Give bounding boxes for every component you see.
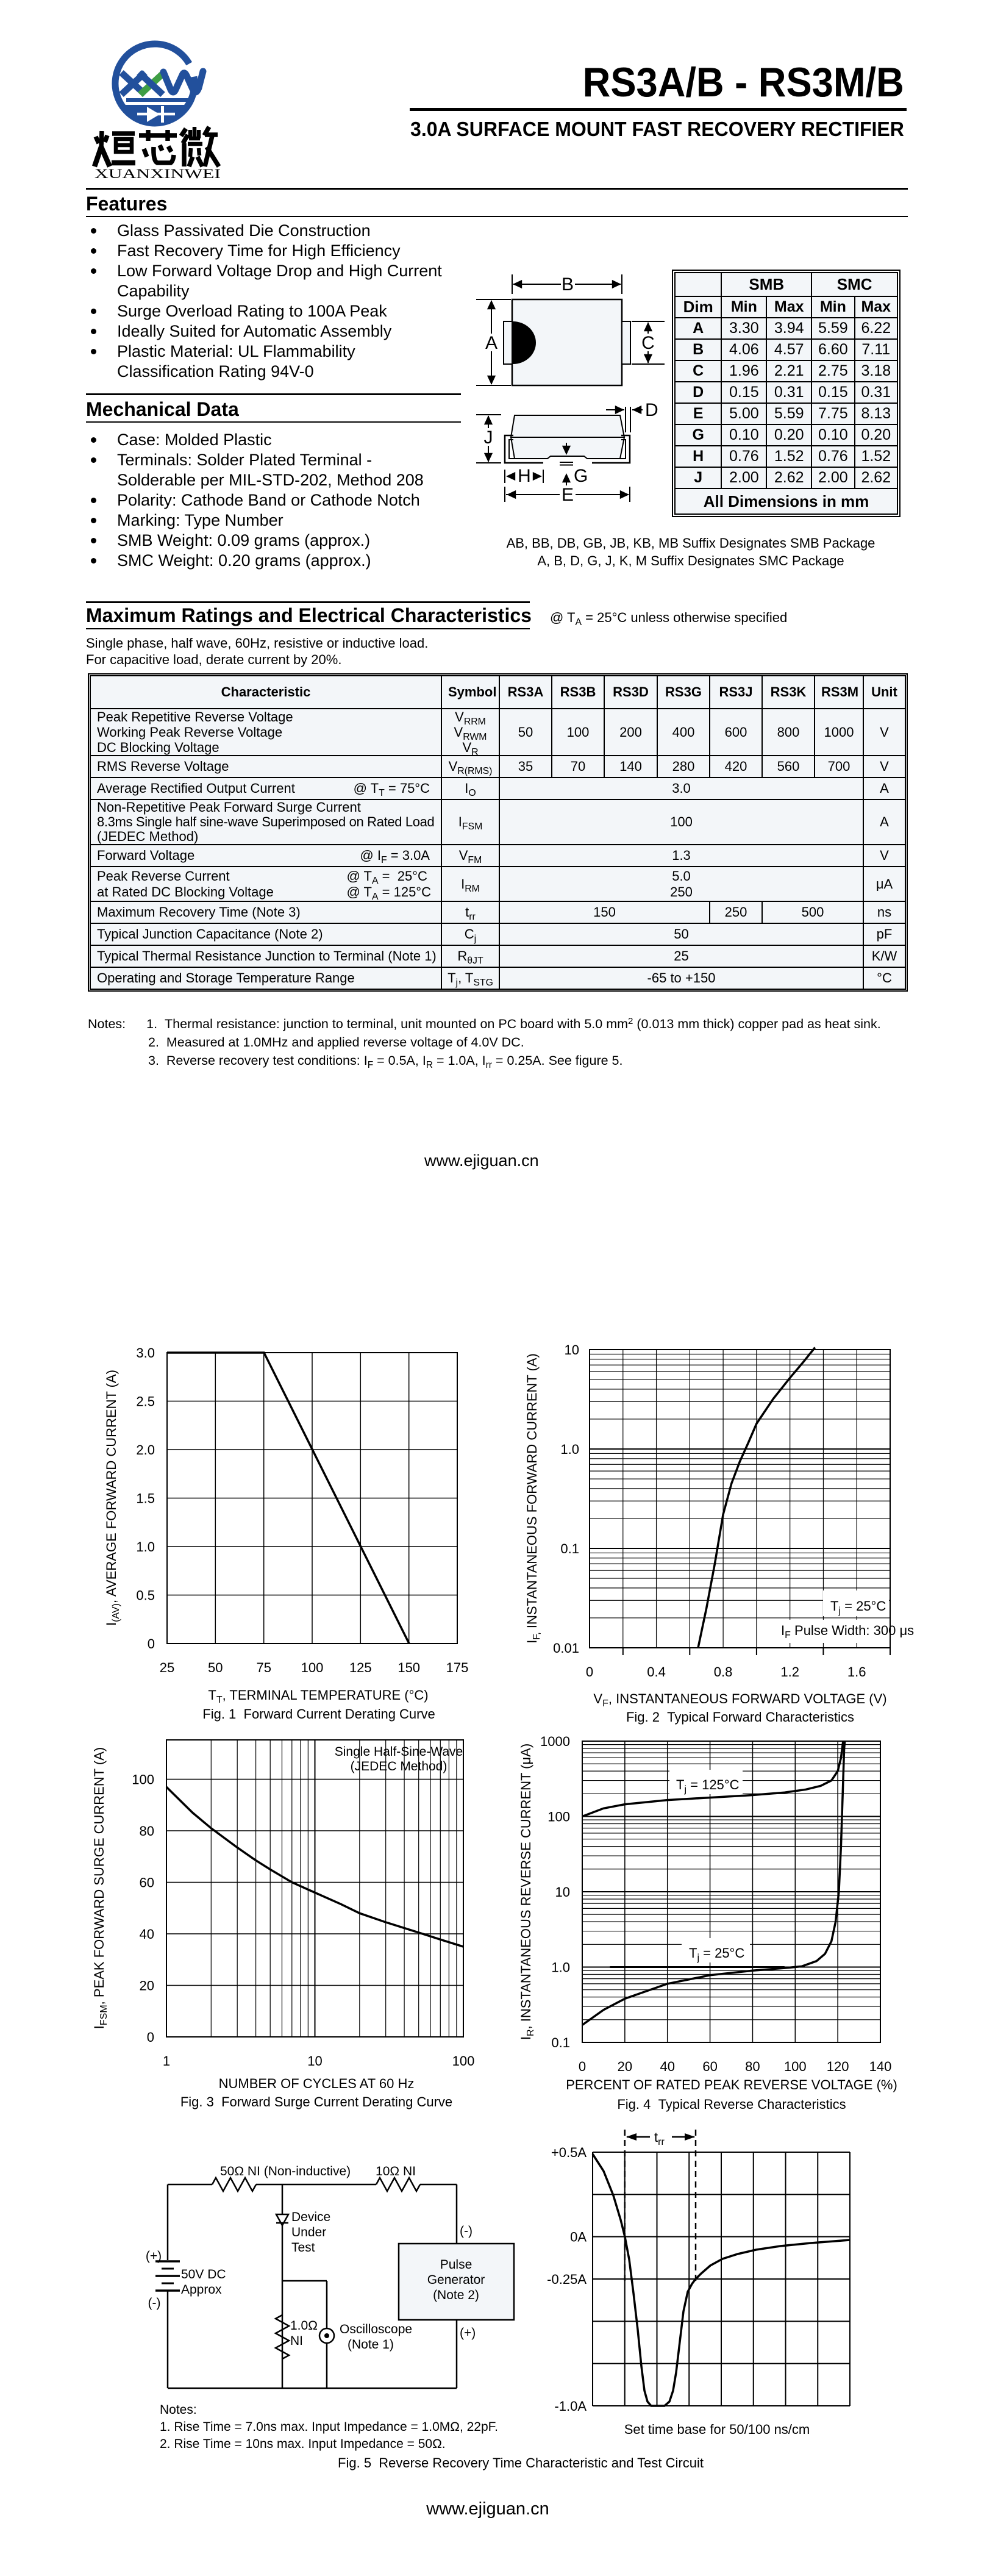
svg-text:(-): (-): [148, 2296, 161, 2310]
svg-text:D: D: [645, 400, 658, 420]
svg-text:150: 150: [398, 1660, 420, 1675]
svg-text:trr: trr: [654, 2130, 665, 2147]
svg-text:100: 100: [132, 1772, 154, 1787]
svg-text:(JEDEC Method): (JEDEC Method): [351, 1759, 448, 1773]
svg-text:J: J: [484, 428, 493, 448]
svg-text:I(AV), AVERAGE FORWARD CURRENT: I(AV), AVERAGE FORWARD CURRENT (A): [104, 1370, 121, 1626]
svg-text:1.2: 1.2: [780, 1664, 799, 1680]
svg-text:0A: 0A: [570, 2230, 587, 2245]
svg-text:40: 40: [660, 2059, 674, 2074]
svg-text:IR, INSTANTANEOUS REVERSE CURR: IR, INSTANTANEOUS REVERSE CURRENT (μA): [518, 1744, 536, 2040]
svg-text:B: B: [562, 274, 574, 295]
svg-text:0.5: 0.5: [136, 1588, 155, 1603]
svg-text:Oscilloscope: Oscilloscope: [340, 2322, 412, 2336]
svg-text:80: 80: [140, 1823, 154, 1839]
svg-text:1000: 1000: [540, 1734, 570, 1749]
svg-text:C: C: [641, 333, 655, 353]
svg-text:Tj = 25°C: Tj = 25°C: [689, 1945, 744, 1963]
svg-text:+0.5A: +0.5A: [551, 2145, 587, 2160]
svg-text:IFSM, PEAK FORWARD SURGE CURRE: IFSM, PEAK FORWARD SURGE CURRENT (A): [91, 1747, 109, 2029]
svg-text:1.0: 1.0: [551, 1960, 570, 1975]
svg-text:Notes:: Notes:: [160, 2403, 197, 2417]
svg-text:10: 10: [555, 1884, 570, 1900]
svg-text:VF, INSTANTANEOUS FORWARD VOLT: VF, INSTANTANEOUS FORWARD VOLTAGE (V): [593, 1691, 886, 1709]
svg-text:100: 100: [301, 1660, 324, 1675]
svg-text:PERCENT OF RATED PEAK REVERSE: PERCENT OF RATED PEAK REVERSE VOLTAGE (%…: [566, 2077, 897, 2092]
svg-text:50: 50: [208, 1660, 223, 1675]
svg-text:10: 10: [307, 2053, 322, 2069]
svg-text:Set time base for 50/100 ns/cm: Set time base for 50/100 ns/cm: [624, 2422, 810, 2437]
svg-text:0: 0: [586, 1664, 593, 1680]
svg-text:1. Rise Time = 7.0ns max. Inpu: 1. Rise Time = 7.0ns max. Input Impedanc…: [160, 2420, 498, 2434]
svg-text:0.4: 0.4: [647, 1664, 666, 1680]
svg-text:60: 60: [702, 2059, 717, 2074]
svg-text:Pulse: Pulse: [440, 2258, 473, 2272]
svg-text:(Note 1): (Note 1): [348, 2338, 394, 2352]
svg-text:1.0: 1.0: [560, 1442, 579, 1457]
svg-text:1.5: 1.5: [136, 1491, 155, 1506]
svg-text:10: 10: [565, 1342, 579, 1358]
svg-text:Fig. 1 Forward Current Derati: Fig. 1 Forward Current Derating Curve: [202, 1706, 435, 1722]
svg-text:0.1: 0.1: [560, 1541, 579, 1556]
svg-text:IF Pulse Width: 300 μs: IF Pulse Width: 300 μs: [781, 1623, 914, 1640]
svg-text:Test: Test: [291, 2241, 315, 2255]
svg-text:-1.0A: -1.0A: [554, 2399, 587, 2414]
svg-text:Fig. 2 Typical Forward Charac: Fig. 2 Typical Forward Characteristics: [626, 1709, 854, 1725]
svg-text:1.0: 1.0: [136, 1539, 155, 1555]
svg-text:80: 80: [745, 2059, 760, 2074]
svg-text:125: 125: [349, 1660, 372, 1675]
svg-text:60: 60: [140, 1875, 154, 1891]
svg-text:50Ω NI (Non-inductive): 50Ω NI (Non-inductive): [220, 2164, 351, 2178]
svg-text:3.0: 3.0: [136, 1345, 155, 1361]
svg-text:20: 20: [140, 1978, 154, 1994]
svg-text:Single Half-Sine-Wave: Single Half-Sine-Wave: [335, 1745, 463, 1759]
svg-text:0.01: 0.01: [553, 1640, 579, 1656]
svg-text:0: 0: [579, 2059, 586, 2074]
svg-text:0.1: 0.1: [551, 2035, 570, 2050]
svg-text:120: 120: [827, 2059, 849, 2074]
svg-text:Generator: Generator: [427, 2273, 485, 2287]
svg-text:Under: Under: [291, 2225, 326, 2239]
svg-text:0: 0: [147, 2030, 154, 2045]
svg-text:A: A: [485, 333, 498, 353]
svg-text:(+): (+): [460, 2326, 476, 2340]
svg-text:G: G: [574, 466, 588, 486]
svg-text:10Ω NI: 10Ω NI: [376, 2164, 416, 2178]
svg-text:140: 140: [869, 2059, 892, 2074]
svg-text:IF, INSTANTANEOUS FORWARD CURR: IF, INSTANTANEOUS FORWARD CURRENT (A): [524, 1353, 542, 1644]
svg-text:H: H: [518, 466, 531, 486]
svg-text:Tj = 125°C: Tj = 125°C: [676, 1777, 740, 1795]
svg-text:NUMBER OF CYCLES AT 60 Hz: NUMBER OF CYCLES AT 60 Hz: [219, 2076, 415, 2091]
svg-text:20: 20: [618, 2059, 632, 2074]
svg-text:Fig. 3 Forward Surge Current: Fig. 3 Forward Surge Current Derating Cu…: [180, 2094, 452, 2109]
svg-text:NI: NI: [290, 2334, 303, 2348]
svg-text:(+): (+): [146, 2249, 162, 2263]
svg-text:2.5: 2.5: [136, 1394, 155, 1409]
svg-text:0.8: 0.8: [714, 1664, 733, 1680]
svg-text:2. Rise Time = 10ns max. Input: 2. Rise Time = 10ns max. Input Impedance…: [160, 2437, 446, 2451]
svg-text:Fig. 4 Typical Reverse Charac: Fig. 4 Typical Reverse Characteristics: [617, 2097, 846, 2112]
svg-text:100: 100: [452, 2053, 475, 2069]
svg-text:1.6: 1.6: [847, 1664, 866, 1680]
svg-text:0: 0: [148, 1636, 155, 1651]
svg-text:75: 75: [256, 1660, 271, 1675]
svg-text:-0.25A: -0.25A: [547, 2272, 587, 2287]
svg-text:(Note 2): (Note 2): [433, 2288, 479, 2302]
svg-text:TT, TERMINAL TEMPERATURE (°C): TT, TERMINAL TEMPERATURE (°C): [208, 1687, 428, 1705]
svg-text:2.0: 2.0: [136, 1442, 155, 1458]
svg-text:E: E: [562, 485, 574, 505]
svg-text:(-): (-): [460, 2224, 473, 2238]
svg-text:Approx: Approx: [181, 2283, 222, 2297]
svg-text:1: 1: [163, 2053, 170, 2069]
svg-text:Device: Device: [291, 2210, 330, 2224]
svg-text:50V DC: 50V DC: [181, 2267, 226, 2281]
svg-text:1.0Ω: 1.0Ω: [290, 2319, 318, 2333]
svg-text:25: 25: [160, 1660, 174, 1675]
svg-text:40: 40: [140, 1927, 154, 1942]
svg-text:100: 100: [547, 1809, 570, 1825]
svg-text:100: 100: [784, 2059, 807, 2074]
svg-text:175: 175: [446, 1660, 469, 1675]
svg-text:XUANXINWEI: XUANXINWEI: [95, 166, 221, 181]
